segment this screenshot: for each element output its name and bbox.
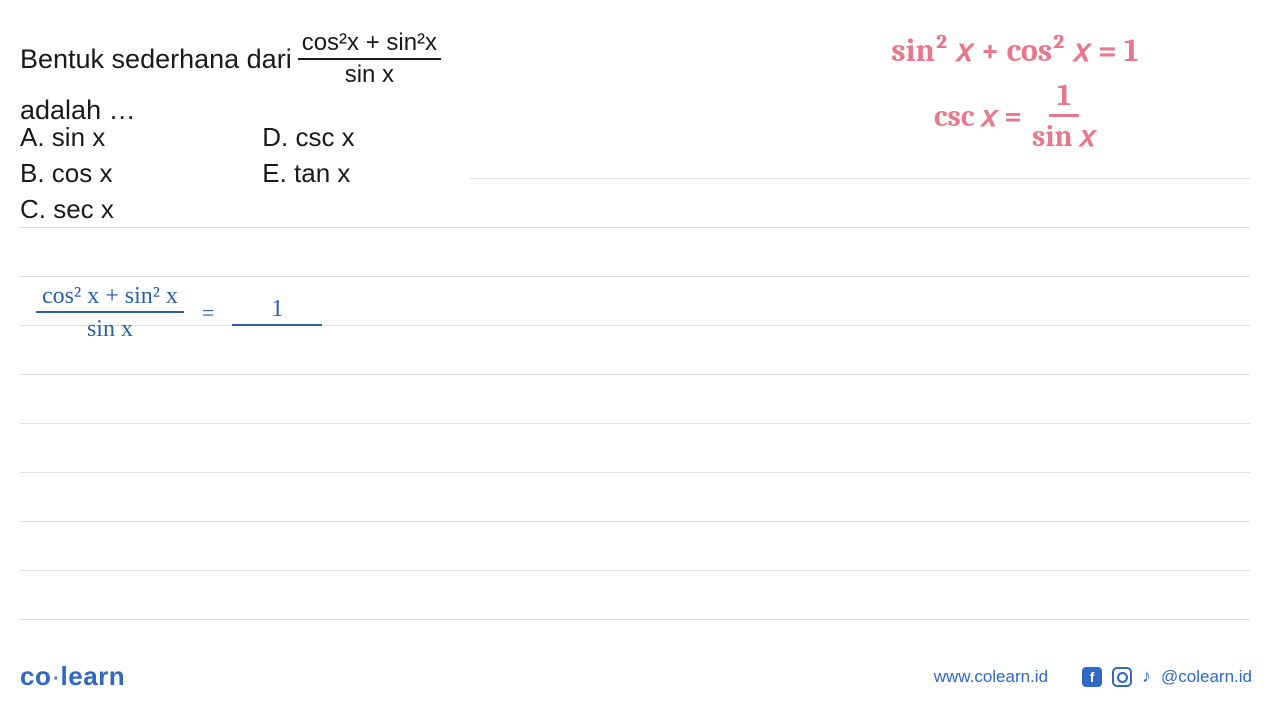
identity-csc-fraction: 1 sin 𝑥 bbox=[1032, 80, 1096, 152]
social-handle: @colearn.id bbox=[1161, 667, 1252, 687]
work-rhs: 1 bbox=[232, 297, 322, 330]
option-d: D. csc x bbox=[262, 122, 354, 153]
work-equals: = bbox=[202, 300, 214, 326]
identity-block: sin² 𝑥 + cos² 𝑥 = 1 csc 𝑥 = 1 sin 𝑥 bbox=[770, 32, 1260, 152]
page-root: Bentuk sederhana dari cos²x + sin²x sin … bbox=[0, 0, 1280, 720]
rule-line bbox=[20, 374, 1250, 375]
fraction-denominator: sin x bbox=[345, 60, 394, 88]
rule-line bbox=[20, 521, 1250, 522]
option-e: E. tan x bbox=[262, 158, 350, 189]
rule-line bbox=[20, 472, 1250, 473]
rule-line bbox=[20, 276, 1250, 277]
work-lhs-den: sin x bbox=[87, 313, 133, 342]
work-lhs-num: cos² x + sin² x bbox=[36, 284, 184, 313]
question-block: Bentuk sederhana dari cos²x + sin²x sin … bbox=[20, 30, 465, 126]
handwritten-working: cos² x + sin² x sin x = 1 bbox=[36, 284, 322, 342]
option-row: A. sin x D. csc x bbox=[20, 122, 355, 158]
rule-line-partial bbox=[470, 178, 1250, 179]
identity-csc-num: 1 bbox=[1049, 80, 1079, 117]
rule-line bbox=[20, 619, 1250, 620]
footer: co·learn www.colearn.id f ♪ @colearn.id bbox=[20, 661, 1252, 692]
logo-separator: · bbox=[51, 661, 60, 691]
rule-line bbox=[20, 423, 1250, 424]
option-row: C. sec x bbox=[20, 194, 355, 230]
identity-csc-left: csc 𝑥 = bbox=[934, 99, 1022, 134]
option-a: A. sin x bbox=[20, 122, 255, 153]
identity-pythagorean: sin² 𝑥 + cos² 𝑥 = 1 bbox=[770, 32, 1260, 70]
tiktok-icon: ♪ bbox=[1142, 666, 1151, 687]
instagram-icon bbox=[1112, 667, 1132, 687]
question-line1: Bentuk sederhana dari cos²x + sin²x sin … bbox=[20, 30, 465, 89]
work-lhs: cos² x + sin² x sin x bbox=[36, 284, 184, 342]
website-url: www.colearn.id bbox=[934, 667, 1048, 687]
question-fraction: cos²x + sin²x sin x bbox=[298, 30, 441, 89]
option-b: B. cos x bbox=[20, 158, 255, 189]
identity-csc-den: sin 𝑥 bbox=[1032, 117, 1096, 153]
brand-logo: co·learn bbox=[20, 661, 125, 692]
answer-options: A. sin x D. csc x B. cos x E. tan x C. s… bbox=[20, 122, 355, 230]
facebook-icon: f bbox=[1082, 667, 1102, 687]
footer-right: www.colearn.id f ♪ @colearn.id bbox=[934, 666, 1252, 687]
fraction-numerator: cos²x + sin²x bbox=[298, 30, 441, 60]
logo-part2: learn bbox=[61, 661, 126, 691]
work-rhs-num: 1 bbox=[232, 297, 322, 326]
logo-part1: co bbox=[20, 661, 51, 691]
question-prefix: Bentuk sederhana dari bbox=[20, 44, 292, 75]
option-row: B. cos x E. tan x bbox=[20, 158, 355, 194]
identity-csc: csc 𝑥 = 1 sin 𝑥 bbox=[770, 80, 1260, 152]
option-c: C. sec x bbox=[20, 194, 255, 225]
rule-line bbox=[20, 570, 1250, 571]
